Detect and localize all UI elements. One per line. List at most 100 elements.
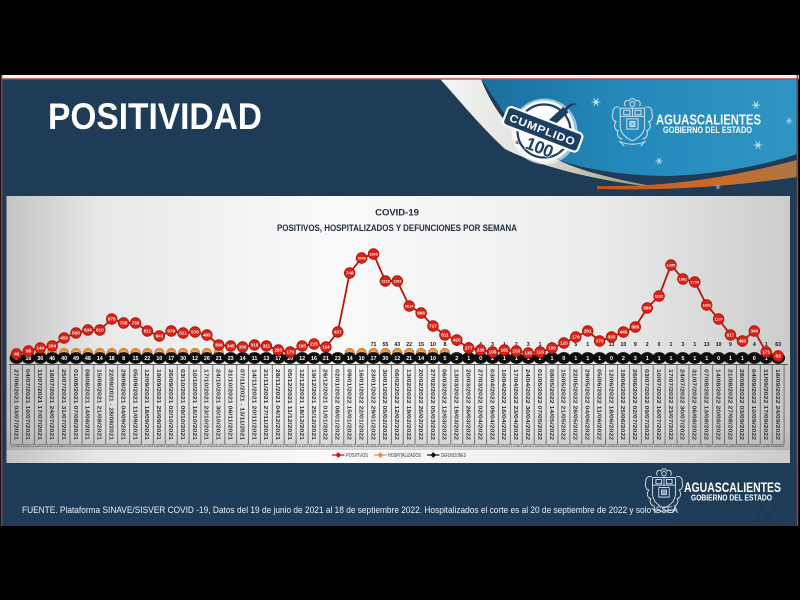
svg-text:1: 1 xyxy=(551,356,554,362)
svg-text:21: 21 xyxy=(323,356,329,362)
svg-text:12: 12 xyxy=(192,356,198,362)
svg-text:14: 14 xyxy=(240,356,246,362)
svg-text:171: 171 xyxy=(762,350,770,355)
svg-text:135: 135 xyxy=(524,351,532,356)
svg-text:144: 144 xyxy=(36,346,44,351)
svg-text:71: 71 xyxy=(371,342,377,348)
svg-text:1: 1 xyxy=(646,356,649,362)
svg-text:511: 511 xyxy=(441,333,449,338)
svg-text:14: 14 xyxy=(97,356,103,362)
svg-text:1040: 1040 xyxy=(357,256,366,261)
svg-text:17: 17 xyxy=(371,356,377,362)
svg-text:420: 420 xyxy=(453,338,461,343)
svg-text:0: 0 xyxy=(562,356,565,362)
svg-text:0: 0 xyxy=(658,342,661,348)
svg-text:63: 63 xyxy=(776,354,782,359)
svg-text:759: 759 xyxy=(132,321,140,326)
svg-text:281: 281 xyxy=(584,329,592,334)
svg-text:10: 10 xyxy=(359,356,365,362)
svg-text:3: 3 xyxy=(491,342,494,348)
svg-text:3: 3 xyxy=(527,342,530,348)
svg-text:43: 43 xyxy=(394,342,400,348)
svg-text:125: 125 xyxy=(560,341,568,346)
svg-text:750: 750 xyxy=(120,321,128,326)
svg-text:17: 17 xyxy=(275,356,281,362)
svg-text:2: 2 xyxy=(515,342,518,348)
svg-text:1981: 1981 xyxy=(679,277,688,282)
svg-text:2: 2 xyxy=(455,356,458,362)
svg-text:585: 585 xyxy=(631,325,639,330)
svg-text:1: 1 xyxy=(515,356,518,362)
svg-text:63: 63 xyxy=(775,342,781,348)
svg-text:1691: 1691 xyxy=(702,303,711,308)
svg-text:170: 170 xyxy=(572,335,580,340)
svg-text:1: 1 xyxy=(693,342,696,348)
svg-text:POSITIVIDAD: POSITIVIDAD xyxy=(48,96,262,137)
svg-text:579: 579 xyxy=(167,329,175,334)
svg-text:12: 12 xyxy=(394,356,400,362)
svg-text:30: 30 xyxy=(382,356,388,362)
svg-text:GOBIERNO DEL ESTADO: GOBIERNO DEL ESTADO xyxy=(691,493,772,503)
svg-text:1: 1 xyxy=(765,342,768,348)
svg-text:11: 11 xyxy=(252,356,258,362)
svg-text:560: 560 xyxy=(72,331,80,336)
svg-text:48: 48 xyxy=(14,352,20,357)
svg-text:21: 21 xyxy=(216,356,222,362)
svg-text:AGUASCALIENTES: AGUASCALIENTES xyxy=(684,480,781,495)
svg-text:23: 23 xyxy=(335,356,341,362)
svg-text:643: 643 xyxy=(155,334,163,339)
svg-text:315: 315 xyxy=(251,343,259,348)
svg-text:195: 195 xyxy=(489,350,497,355)
svg-text:55: 55 xyxy=(383,342,389,348)
svg-text:1: 1 xyxy=(765,356,768,362)
svg-text:154: 154 xyxy=(322,345,330,350)
svg-text:AGUASCALIENTES: AGUASCALIENTES xyxy=(656,113,761,129)
svg-text:1014: 1014 xyxy=(405,304,414,309)
svg-text:0: 0 xyxy=(610,356,613,362)
svg-text:445: 445 xyxy=(620,330,628,335)
svg-text:12: 12 xyxy=(299,356,305,362)
svg-text:1137: 1137 xyxy=(714,317,722,322)
svg-text:875: 875 xyxy=(108,317,116,322)
svg-text:26: 26 xyxy=(204,356,210,362)
svg-text:264: 264 xyxy=(48,344,56,349)
svg-text:480: 480 xyxy=(739,339,747,344)
svg-text:49: 49 xyxy=(73,356,79,362)
svg-text:748: 748 xyxy=(346,271,354,276)
svg-text:COVID-19: COVID-19 xyxy=(375,208,419,219)
svg-text:10: 10 xyxy=(156,356,162,362)
svg-text:170: 170 xyxy=(286,350,294,355)
svg-text:1: 1 xyxy=(467,356,470,362)
svg-text:16: 16 xyxy=(25,356,31,362)
svg-text:370: 370 xyxy=(596,339,604,344)
svg-text:589: 589 xyxy=(643,306,651,311)
svg-text:21: 21 xyxy=(406,356,412,362)
svg-text:0: 0 xyxy=(753,356,756,362)
svg-text:8: 8 xyxy=(443,342,446,348)
svg-text:2: 2 xyxy=(491,356,494,362)
svg-text:5: 5 xyxy=(574,342,577,348)
svg-text:9: 9 xyxy=(729,342,732,348)
svg-text:8: 8 xyxy=(122,356,125,362)
svg-text:10: 10 xyxy=(716,342,722,348)
svg-text:160: 160 xyxy=(548,346,556,351)
svg-text:3: 3 xyxy=(634,356,637,362)
svg-text:FUENTE. Plataforma SINAVE/SISV: FUENTE. Plataforma SINAVE/SISVER COVID -… xyxy=(22,505,679,515)
svg-text:9: 9 xyxy=(634,342,637,348)
svg-text:1: 1 xyxy=(670,356,673,362)
svg-text:0: 0 xyxy=(717,356,720,362)
svg-text:150: 150 xyxy=(512,349,520,354)
svg-text:5: 5 xyxy=(443,356,446,362)
svg-text:611: 611 xyxy=(144,329,152,334)
svg-text:3: 3 xyxy=(681,342,684,348)
svg-text:2: 2 xyxy=(539,356,542,362)
svg-text:0: 0 xyxy=(479,356,482,362)
svg-text:499: 499 xyxy=(203,333,211,338)
svg-text:335: 335 xyxy=(608,335,616,340)
svg-text:46: 46 xyxy=(49,356,55,362)
svg-text:230: 230 xyxy=(477,348,485,353)
svg-text:13: 13 xyxy=(263,356,269,362)
svg-text:22: 22 xyxy=(144,356,150,362)
svg-text:98: 98 xyxy=(26,349,32,354)
svg-text:195: 195 xyxy=(298,344,306,349)
